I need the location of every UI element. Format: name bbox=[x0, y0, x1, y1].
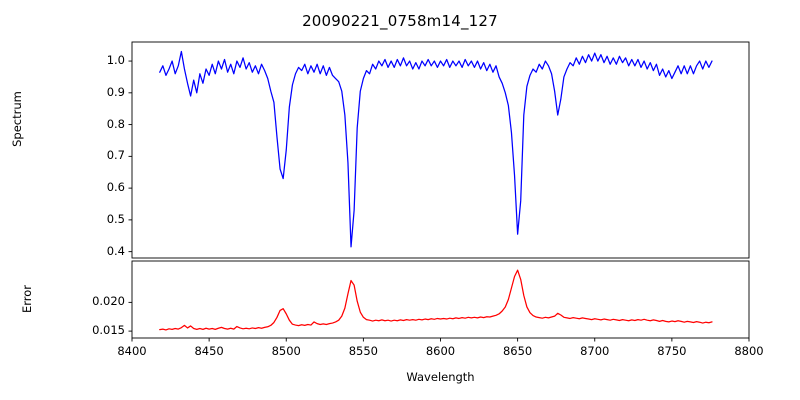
x-tick-label: 8650 bbox=[502, 344, 533, 358]
error-line bbox=[159, 269, 713, 331]
plot-title: 20090221_0758m14_127 bbox=[302, 12, 498, 30]
spectrum-ytick-label: 1.0 bbox=[106, 53, 125, 68]
error-panel-frame bbox=[131, 260, 750, 339]
x-axis-label: Wavelength bbox=[406, 370, 475, 384]
spectrum-ytick-label: 0.9 bbox=[106, 84, 125, 99]
spectrum-ytick-label: 0.7 bbox=[106, 148, 125, 163]
x-tick-label: 8700 bbox=[580, 344, 610, 358]
spectrum-ytick-label: 0.6 bbox=[106, 180, 125, 195]
error-ytick-label: 0.015 bbox=[92, 323, 125, 338]
x-tick-label: 8800 bbox=[734, 344, 764, 358]
spectrum-ytick-label: 0.4 bbox=[106, 243, 125, 258]
x-tick-label: 8750 bbox=[657, 344, 687, 358]
spectrum-panel-frame bbox=[131, 41, 750, 259]
spectrum-line bbox=[159, 50, 713, 248]
spectrum-ytick-label: 0.8 bbox=[106, 116, 125, 131]
x-tick-label: 8500 bbox=[271, 344, 301, 358]
spectrum-ytick-label: 0.5 bbox=[106, 211, 125, 226]
x-tick-label: 8450 bbox=[194, 344, 224, 358]
x-tick-label: 8400 bbox=[117, 344, 147, 358]
x-tick-label: 8550 bbox=[348, 344, 379, 358]
error-ytick-label: 0.020 bbox=[92, 294, 125, 309]
x-tick-label: 8600 bbox=[425, 344, 456, 358]
